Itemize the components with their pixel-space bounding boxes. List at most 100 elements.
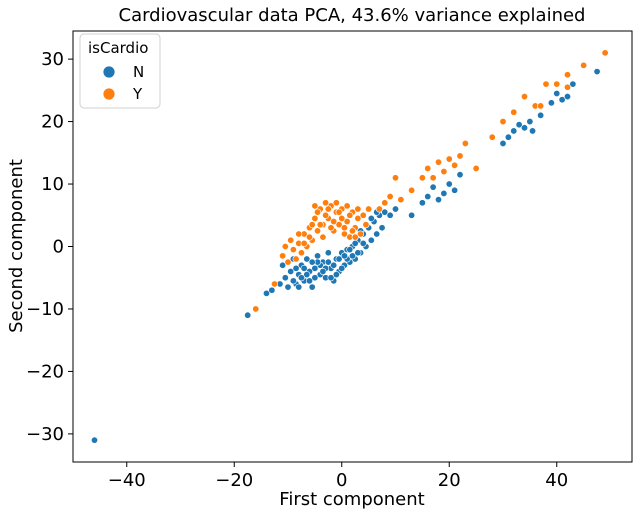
scatter-point-y: [488, 133, 496, 141]
scatter-point-n: [338, 264, 346, 272]
scatter-point-y: [281, 243, 289, 251]
scatter-point-y: [348, 227, 356, 235]
scatter-point-y: [292, 255, 300, 263]
scatter-point-y: [330, 218, 338, 226]
scatter-point-y: [343, 218, 351, 226]
scatter-point-y: [601, 49, 609, 57]
scatter-point-n: [289, 277, 297, 285]
scatter-point-n: [499, 139, 507, 147]
scatter-point-n: [373, 230, 381, 238]
legend-box: [79, 33, 161, 109]
scatter-point-n: [408, 211, 416, 219]
scatter-point-n: [303, 271, 311, 279]
scatter-point-n: [314, 252, 322, 260]
scatter-point-y: [351, 233, 359, 241]
scatter-point-y: [408, 186, 416, 194]
scatter-point-y: [305, 233, 313, 241]
scatter-point-n: [303, 255, 311, 263]
scatter-point-n: [451, 186, 459, 194]
scatter-point-y: [297, 249, 305, 257]
scatter-point-n: [456, 171, 464, 179]
scatter-point-y: [375, 205, 383, 213]
scatter-point-n: [335, 255, 343, 263]
scatter-point-y: [397, 196, 405, 204]
scatter-point-y: [434, 158, 442, 166]
scatter-point-n: [327, 274, 335, 282]
scatter-point-y: [319, 233, 327, 241]
scatter-point-y: [553, 80, 561, 88]
scatter-point-n: [504, 133, 512, 141]
scatter-point-n: [434, 196, 442, 204]
scatter-point-n: [537, 111, 545, 119]
scatter-point-n: [529, 127, 537, 135]
scatter-point-y: [308, 221, 316, 229]
scatter-point-y: [418, 174, 426, 182]
scatter-point-y: [537, 102, 545, 110]
scatter-point-n: [440, 189, 448, 197]
scatter-point-n: [300, 264, 308, 272]
scatter-point-n: [445, 180, 453, 188]
scatter-point-y: [386, 193, 394, 201]
scatter-point-y: [322, 211, 330, 219]
scatter-point-n: [281, 274, 289, 282]
scatter-point-n: [268, 286, 276, 294]
scatter-point-n: [262, 289, 270, 297]
legend-label-y: Y: [132, 85, 143, 103]
scatter-point-y: [362, 221, 370, 229]
scatter-point-y: [542, 80, 550, 88]
scatter-point-y: [461, 139, 469, 147]
scatter-point-n: [351, 239, 359, 247]
scatter-point-y: [354, 214, 362, 222]
scatter-point-n: [510, 127, 518, 135]
scatter-point-n: [348, 252, 356, 260]
x-axis-ticks: −40 −20 0 20 40: [108, 462, 568, 491]
scatter-point-y: [456, 152, 464, 160]
legend-title: isCardio: [88, 39, 148, 57]
scatter-point-y: [316, 221, 324, 229]
scatter-point-n: [569, 80, 577, 88]
scatter-point-y: [322, 199, 330, 207]
scatter-point-y: [311, 202, 319, 210]
scatter-point-n: [553, 89, 561, 97]
scatter-point-n: [381, 208, 389, 216]
y-tick-label: 0: [53, 237, 64, 258]
scatter-point-y: [335, 208, 343, 216]
scatter-point-n: [308, 258, 316, 266]
scatter-point-n: [429, 183, 437, 191]
scatter-point-y: [340, 224, 348, 232]
x-tick-label: −20: [215, 470, 253, 491]
scatter-point-n: [346, 246, 354, 254]
scatter-point-n: [297, 274, 305, 282]
scatter-point-y: [391, 174, 399, 182]
scatter-point-n: [547, 99, 555, 107]
plot-area: [72, 30, 633, 463]
points-layer: [91, 49, 609, 444]
scatter-point-n: [311, 274, 319, 282]
scatter-point-y: [284, 258, 292, 266]
y-tick-label: −10: [26, 299, 64, 320]
scatter-point-y: [563, 71, 571, 79]
scatter-point-y: [451, 161, 459, 169]
y-tick-label: 30: [41, 49, 64, 70]
scatter-point-n: [279, 261, 287, 269]
scatter-point-y: [520, 93, 528, 101]
scatter-point-n: [287, 267, 295, 275]
scatter-point-n: [311, 264, 319, 272]
y-axis-label: Second component: [6, 159, 27, 333]
scatter-point-y: [300, 239, 308, 247]
scatter-point-y: [359, 211, 367, 219]
scatter-point-y: [445, 155, 453, 163]
scatter-point-y: [271, 280, 279, 288]
scatter-point-y: [338, 214, 346, 222]
scatter-point-y: [472, 164, 480, 172]
scatter-point-y: [279, 252, 287, 260]
scatter-point-y: [314, 208, 322, 216]
scatter-point-y: [343, 202, 351, 210]
scatter-point-n: [526, 118, 534, 126]
scatter-point-n: [359, 239, 367, 247]
legend-marker-n: [102, 65, 116, 79]
scatter-point-y: [311, 214, 319, 222]
scatter-point-y: [327, 224, 335, 232]
scatter-point-n: [295, 283, 303, 291]
scatter-point-y: [335, 221, 343, 229]
